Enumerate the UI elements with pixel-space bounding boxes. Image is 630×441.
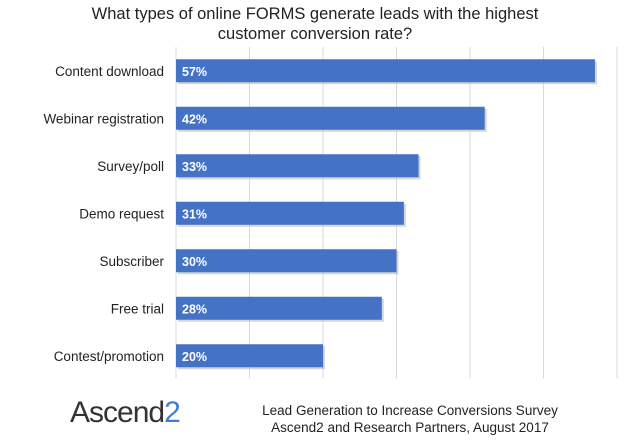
value-label: 30% <box>182 255 207 269</box>
value-label: 20% <box>182 350 207 364</box>
bar <box>176 59 595 83</box>
value-label: 31% <box>182 207 207 221</box>
logo-text: Ascend <box>70 396 165 429</box>
bar <box>176 249 397 273</box>
source-line-1: Lead Generation to Increase Conversions … <box>262 403 558 418</box>
value-label: 28% <box>182 302 207 316</box>
category-label: Webinar registration <box>43 111 164 126</box>
category-label: Contest/promotion <box>54 349 164 364</box>
bar <box>176 344 323 368</box>
category-label: Free trial <box>111 301 164 316</box>
source-note: Lead Generation to Increase Conversions … <box>225 402 595 436</box>
category-label: Subscriber <box>99 254 164 269</box>
value-label: 33% <box>182 160 207 174</box>
chart-title: What types of online FORMS generate lead… <box>91 5 539 43</box>
category-label: Content download <box>55 64 164 79</box>
value-label: 42% <box>182 112 207 126</box>
ascend2-logo: Ascend2 <box>70 396 181 430</box>
logo-accent: 2 <box>164 396 181 429</box>
category-label: Survey/poll <box>97 159 164 174</box>
bar <box>176 154 419 178</box>
source-line-2: Ascend2 and Research Partners, August 20… <box>271 420 549 435</box>
bar <box>176 296 382 320</box>
bar <box>176 106 485 130</box>
category-label: Demo request <box>79 206 164 221</box>
bar <box>176 201 404 225</box>
value-label: 57% <box>182 65 207 79</box>
